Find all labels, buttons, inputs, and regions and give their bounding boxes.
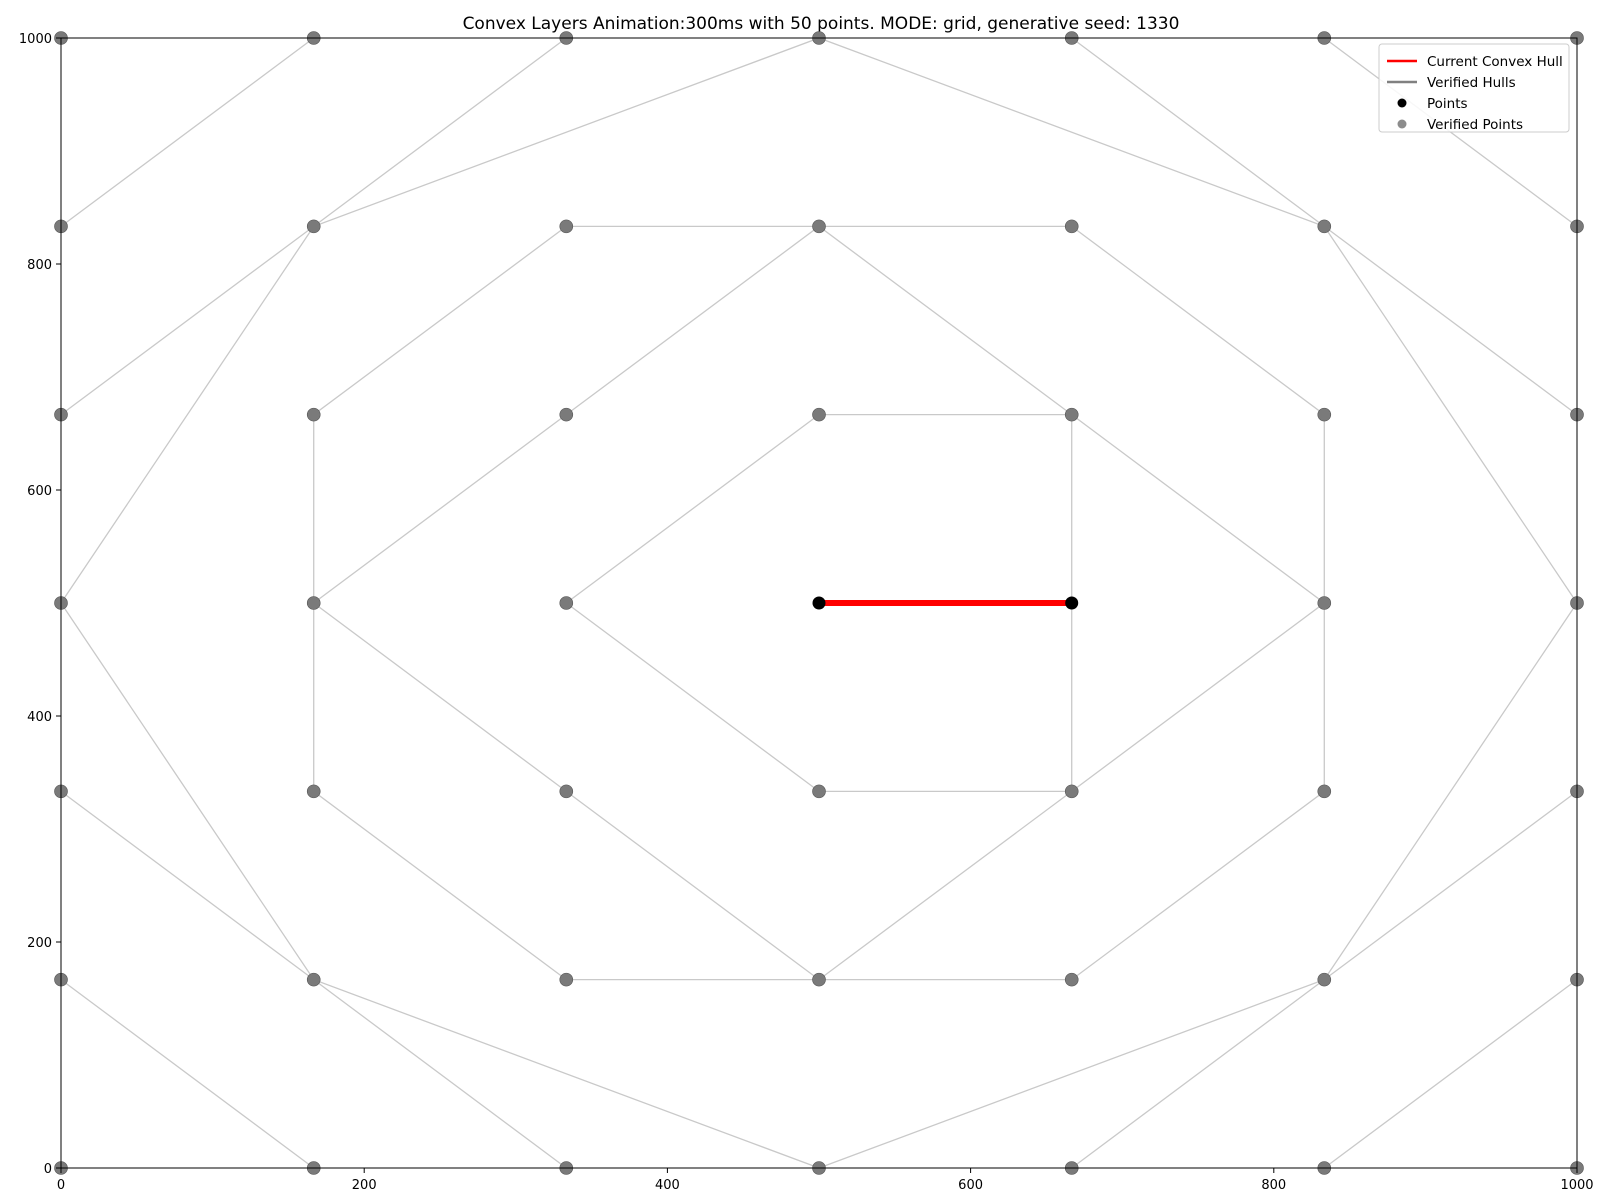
verified-point xyxy=(812,407,826,422)
verified-point xyxy=(1317,784,1332,799)
legend-label: Verified Hulls xyxy=(1427,75,1516,91)
verified-point xyxy=(812,972,826,987)
y-tick-label: 200 xyxy=(27,936,52,951)
y-tick-label: 800 xyxy=(27,258,52,273)
active-point xyxy=(812,596,826,610)
legend-swatch xyxy=(1397,98,1407,108)
verified-point xyxy=(559,596,574,610)
verified-hull-0 xyxy=(60,979,315,1169)
legend-swatch xyxy=(1397,119,1407,129)
x-tick-label: 200 xyxy=(352,1178,377,1193)
verified-hull-4 xyxy=(60,37,315,227)
verified-point xyxy=(1317,219,1332,234)
x-tick-label: 0 xyxy=(57,1178,65,1193)
verified-point xyxy=(306,407,321,422)
legend-label: Verified Points xyxy=(1427,117,1523,133)
verified-point xyxy=(1317,407,1332,422)
x-tick-label: 800 xyxy=(1261,1178,1286,1193)
legend-label: Points xyxy=(1427,96,1468,112)
x-tick-label: 600 xyxy=(958,1178,983,1193)
x-tick-label: 400 xyxy=(655,1178,680,1193)
y-tick-label: 600 xyxy=(27,484,52,499)
x-tick-label: 1000 xyxy=(1560,1178,1593,1193)
legend-label: Current Convex Hull xyxy=(1427,54,1563,70)
verified-point xyxy=(1064,972,1079,987)
verified-point xyxy=(1064,219,1079,234)
verified-point xyxy=(812,784,826,799)
active-point xyxy=(1065,596,1079,610)
legend: Current Convex Hull Verified Hulls Points V… xyxy=(1378,43,1570,133)
verified-point xyxy=(1064,784,1079,799)
verified-point xyxy=(559,784,574,799)
y-axis: 0 200 400 600 800 1000 xyxy=(19,32,61,1177)
verified-point xyxy=(1317,596,1332,610)
verified-hull-2 xyxy=(1323,979,1578,1169)
points-layer xyxy=(54,31,1584,1175)
verified-point xyxy=(1317,972,1332,987)
verified-point xyxy=(306,219,321,234)
verified-point xyxy=(812,219,826,234)
x-axis: 0 200 400 600 800 1000 xyxy=(57,1168,1594,1193)
verified-point xyxy=(306,596,321,610)
verified-point xyxy=(1064,407,1079,422)
verified-point xyxy=(306,972,321,987)
plot-frame xyxy=(60,37,1578,1169)
chart-title: Convex Layers Animation:300ms with 50 po… xyxy=(463,14,1180,34)
legend-box xyxy=(1378,43,1570,133)
verified-point xyxy=(559,407,574,422)
y-tick-label: 400 xyxy=(27,710,52,725)
verified-point xyxy=(559,972,574,987)
verified-point xyxy=(306,784,321,799)
y-tick-label: 0 xyxy=(44,1162,52,1177)
y-tick-label: 1000 xyxy=(19,32,52,47)
verified-point xyxy=(559,219,574,234)
